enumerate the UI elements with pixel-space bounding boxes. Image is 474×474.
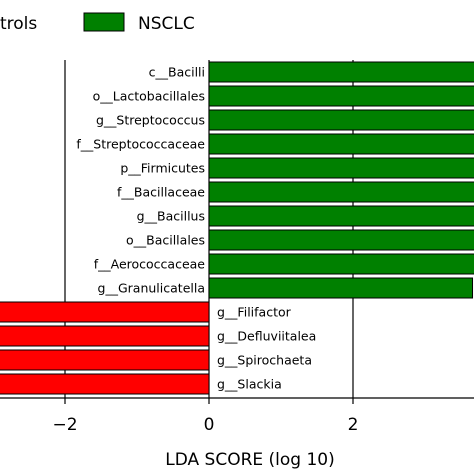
bar	[208, 205, 474, 227]
legend-label-controls: trols	[0, 14, 37, 34]
bar-label: g__Bacillus	[137, 209, 205, 224]
bars	[0, 61, 474, 395]
bar-label: o__Lactobacillales	[93, 89, 205, 104]
bar	[0, 325, 210, 347]
bar-label: g__Streptococcus	[96, 113, 205, 128]
bar	[208, 229, 474, 251]
x-axis: −2 0 2	[0, 397, 474, 435]
legend-swatch-nsclc	[83, 12, 125, 32]
bar-label: f__Streptococcaceae	[76, 137, 205, 152]
x-tick-label: −2	[52, 415, 77, 435]
bar	[0, 373, 210, 395]
x-tick-label: 0	[204, 415, 215, 435]
legend-label-nsclc: NSCLC	[138, 14, 195, 34]
bar	[208, 277, 474, 299]
legend: trols NSCLC	[0, 12, 195, 34]
bar-label: o__Bacillales	[126, 233, 205, 248]
bar-label: p__Firmicutes	[120, 161, 205, 176]
bar-label: g__Spirochaeta	[217, 353, 312, 368]
bar	[208, 85, 474, 107]
bar-label: g__Slackia	[217, 377, 282, 392]
x-axis-title: LDA SCORE (log 10)	[165, 450, 335, 470]
bar	[208, 133, 474, 155]
bar-label: g__Defluviitalea	[217, 329, 316, 344]
bar-label: g__Granulicatella	[98, 281, 205, 296]
bar	[208, 157, 474, 179]
x-tick-label: 2	[348, 415, 359, 435]
bar-label: f__Aerococcaceae	[94, 257, 206, 272]
bar-label: g__Filifactor	[217, 305, 292, 320]
bar	[0, 301, 210, 323]
bar	[208, 61, 474, 83]
bar-label: c__Bacilli	[149, 65, 205, 80]
bar-labels: c__Bacilli o__Lactobacillales g__Streptoco…	[76, 65, 316, 392]
bar	[208, 181, 474, 203]
bar	[208, 253, 474, 275]
bar	[0, 349, 210, 371]
bar-label: f__Bacillaceae	[117, 185, 205, 200]
bar	[208, 109, 474, 131]
